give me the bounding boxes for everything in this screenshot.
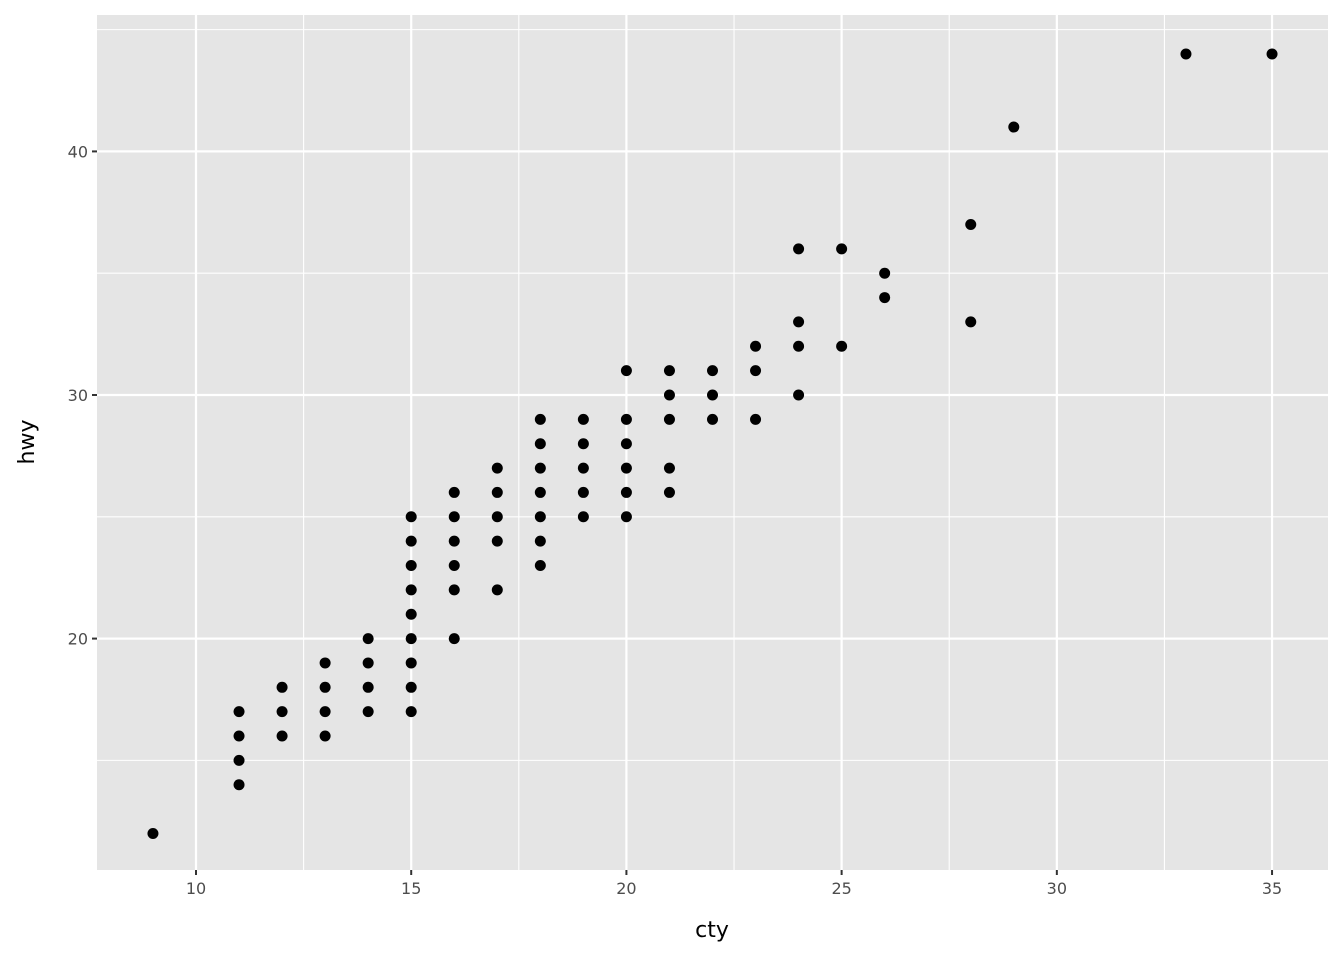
data-point [491, 462, 503, 474]
data-point [663, 365, 675, 377]
data-point [793, 243, 805, 255]
data-point [620, 413, 632, 425]
data-point [879, 267, 891, 279]
data-point [405, 511, 417, 523]
data-point [534, 486, 546, 498]
data-point [620, 486, 632, 498]
data-point [663, 413, 675, 425]
data-point [534, 511, 546, 523]
data-point [965, 218, 977, 230]
y-tick-label: 20 [68, 630, 88, 649]
data-point [491, 511, 503, 523]
data-point [448, 560, 460, 572]
data-point [663, 462, 675, 474]
data-point [405, 584, 417, 596]
data-point [577, 413, 589, 425]
panel-background [97, 15, 1328, 870]
x-axis-ticks: 10 15 20 25 30 35 [186, 870, 1282, 898]
x-tick-label: 20 [616, 879, 636, 898]
data-point [362, 633, 374, 645]
data-point [405, 681, 417, 693]
data-point [491, 584, 503, 596]
data-point [750, 365, 762, 377]
data-point [577, 438, 589, 450]
data-point [577, 511, 589, 523]
data-point [750, 340, 762, 352]
x-axis-title: cty [695, 918, 729, 943]
data-point [319, 657, 331, 669]
data-point [233, 754, 245, 766]
x-tick-label: 35 [1262, 879, 1282, 898]
data-point [448, 535, 460, 547]
data-point [534, 462, 546, 474]
data-point [793, 340, 805, 352]
x-tick-label: 30 [1047, 879, 1067, 898]
data-point [405, 608, 417, 620]
data-point [750, 413, 762, 425]
data-point [319, 681, 331, 693]
data-point [663, 389, 675, 401]
data-point [534, 560, 546, 572]
data-point [405, 657, 417, 669]
data-point [620, 462, 632, 474]
data-point [276, 681, 288, 693]
data-point [276, 730, 288, 742]
data-point [405, 633, 417, 645]
data-point [620, 511, 632, 523]
data-point [707, 413, 718, 425]
y-tick-label: 40 [68, 142, 88, 161]
data-point [448, 633, 460, 645]
data-point [405, 706, 417, 718]
data-point [362, 657, 374, 669]
x-tick-label: 10 [186, 879, 206, 898]
data-point [405, 535, 417, 547]
data-point [836, 340, 848, 352]
data-point [362, 706, 374, 718]
data-point [233, 706, 245, 718]
data-point [448, 511, 460, 523]
data-point [448, 486, 460, 498]
data-point [276, 706, 288, 718]
data-point [319, 730, 331, 742]
data-point [1266, 48, 1278, 60]
data-point [620, 438, 632, 450]
data-point [534, 413, 546, 425]
data-point [663, 486, 675, 498]
data-point [577, 462, 589, 474]
data-point [233, 730, 245, 742]
data-point [879, 292, 891, 304]
data-point [448, 584, 460, 596]
data-point [965, 316, 977, 328]
data-point [534, 535, 546, 547]
data-point [620, 365, 632, 377]
x-tick-label: 15 [401, 879, 421, 898]
data-points [147, 48, 1278, 839]
y-axis-title: hwy [15, 420, 40, 465]
data-point [836, 243, 848, 255]
data-point [1008, 121, 1020, 133]
data-point [491, 486, 503, 498]
data-point [793, 316, 805, 328]
data-point [362, 681, 374, 693]
minor-gridlines [97, 15, 1328, 870]
data-point [577, 486, 589, 498]
data-point [491, 535, 503, 547]
data-point [707, 365, 718, 377]
data-point [534, 438, 546, 450]
x-tick-label: 25 [831, 879, 851, 898]
data-point [233, 779, 245, 791]
data-point [405, 560, 417, 572]
data-point [319, 706, 331, 718]
y-tick-label: 30 [68, 386, 88, 405]
data-point [1180, 48, 1192, 60]
data-point [793, 389, 805, 401]
data-point [707, 389, 718, 401]
y-axis-ticks: 20 30 40 [68, 142, 97, 649]
data-point [147, 827, 159, 839]
